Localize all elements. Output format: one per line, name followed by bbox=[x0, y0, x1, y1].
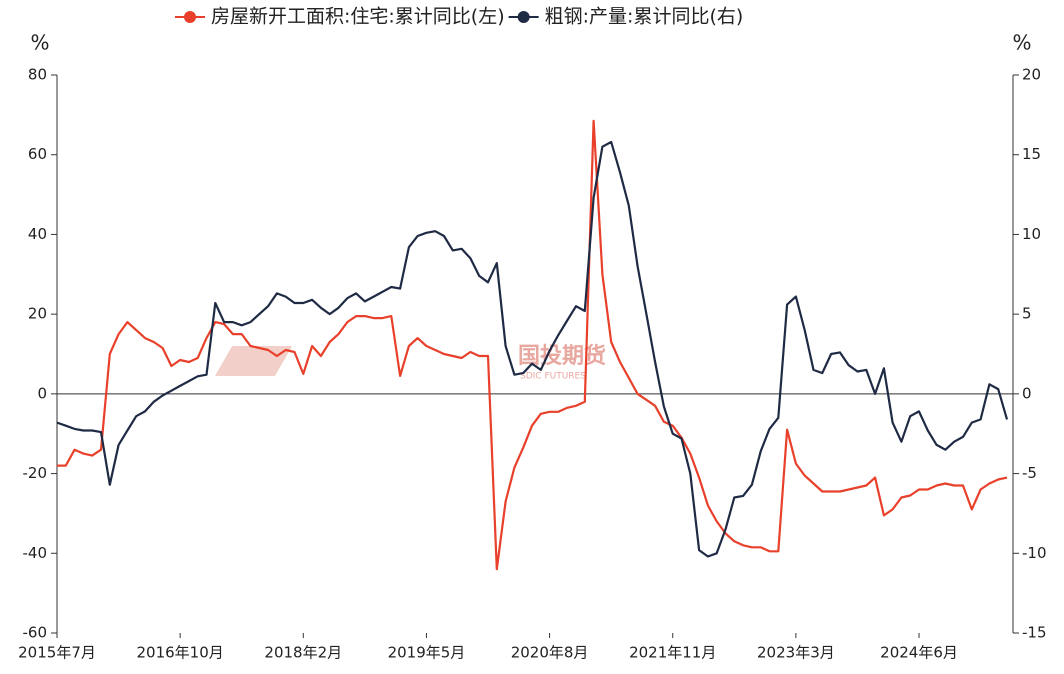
y-tick-label: -40 bbox=[23, 544, 48, 562]
watermark-subtext: SDIC FUTURES bbox=[520, 372, 586, 382]
y-tick-label: 60 bbox=[28, 145, 47, 163]
y-tick-label: 40 bbox=[28, 225, 47, 243]
right-unit: % bbox=[1012, 31, 1031, 55]
y2-tick-label: 5 bbox=[1022, 305, 1032, 323]
y2-tick-label: -15 bbox=[1022, 624, 1047, 642]
x-tick-label: 2024年6月 bbox=[880, 644, 958, 662]
y-tick-label: 80 bbox=[28, 66, 47, 84]
x-tick-label: 2021年11月 bbox=[629, 644, 716, 662]
y2-tick-label: -5 bbox=[1022, 464, 1037, 482]
legend-marker bbox=[517, 11, 530, 23]
x-tick-label: 2015年7月 bbox=[18, 644, 96, 662]
y2-tick-label: 0 bbox=[1022, 384, 1032, 402]
watermark: 国投期货 SDIC FUTURES bbox=[214, 343, 606, 382]
series-line bbox=[56, 140, 1009, 558]
legend-label: 房屋新开工面积:住宅:累计同比(左) bbox=[211, 6, 505, 28]
watermark-logo bbox=[214, 346, 293, 376]
left-unit: % bbox=[30, 31, 49, 55]
x-tick-label: 2023年3月 bbox=[757, 644, 835, 662]
x-tick-label: 2019年5月 bbox=[388, 644, 466, 662]
y2-tick-label: 20 bbox=[1022, 66, 1041, 84]
y-tick-label: -20 bbox=[23, 464, 48, 482]
x-tick-label: 2016年10月 bbox=[137, 644, 224, 662]
y2-tick-label: 10 bbox=[1022, 225, 1041, 243]
y2-tick-label: 15 bbox=[1022, 145, 1041, 163]
y2-tick-label: -10 bbox=[1022, 544, 1047, 562]
legend-label: 粗钢:产量:累计同比(右) bbox=[545, 6, 744, 28]
y-tick-label: -60 bbox=[23, 624, 48, 642]
x-tick-label: 2018年2月 bbox=[264, 644, 342, 662]
y-tick-label: 20 bbox=[28, 305, 47, 323]
x-tick-label: 2020年8月 bbox=[511, 644, 589, 662]
series-line bbox=[57, 119, 1008, 571]
legend-marker bbox=[184, 11, 196, 23]
y-tick-label: 0 bbox=[37, 384, 47, 402]
